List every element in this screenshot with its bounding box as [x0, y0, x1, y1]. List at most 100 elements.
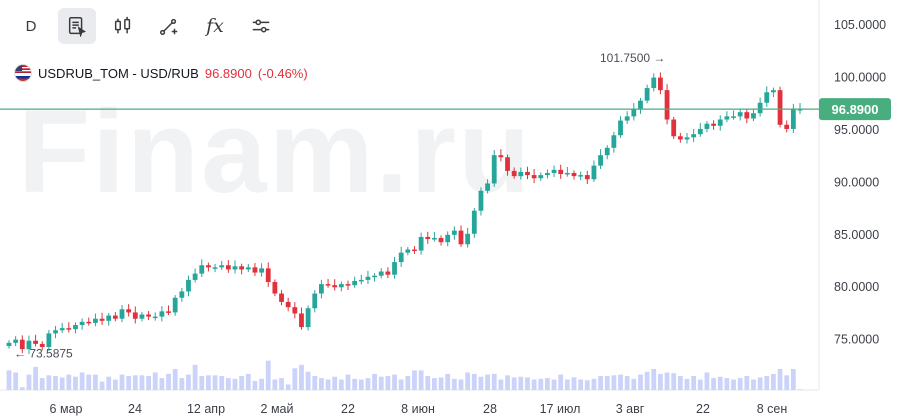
- candle-body: [737, 112, 743, 117]
- volume-bar: [219, 376, 225, 390]
- volume-bar: [731, 379, 736, 390]
- candle-body: [352, 280, 358, 286]
- candle-body: [79, 321, 85, 325]
- x-tick-label: 6 мар: [50, 402, 83, 416]
- candle-body: [259, 268, 264, 273]
- symbol-name: USDRUB_TOM - USD/RUB: [38, 65, 199, 81]
- price-change: (-0.46%): [257, 65, 308, 81]
- candle-body: [285, 301, 291, 308]
- volume-bar: [53, 376, 58, 390]
- volume-bar: [737, 378, 743, 390]
- volume-bar: [438, 377, 444, 390]
- candle-body: [711, 123, 716, 126]
- x-tick-label: 22: [341, 402, 355, 416]
- candle-body: [631, 109, 637, 117]
- drawing-button[interactable]: [150, 8, 188, 44]
- candle-body: [252, 267, 258, 273]
- candle-body: [365, 276, 371, 280]
- volume-bar: [392, 374, 397, 390]
- candle-body: [764, 92, 770, 103]
- notes-icon: [68, 17, 86, 37]
- volume-bar: [385, 376, 391, 390]
- candle-body: [332, 285, 338, 288]
- volume-bar: [325, 379, 331, 390]
- candle-body: [418, 236, 424, 251]
- volume-bar: [146, 376, 151, 390]
- volume-bar: [299, 364, 304, 390]
- interval-button[interactable]: D: [25, 17, 37, 35]
- volume-bar: [166, 373, 171, 390]
- y-tick-label: 100.0000: [834, 71, 886, 85]
- volume-bar: [797, 389, 803, 390]
- sliders-icon: [252, 19, 270, 33]
- y-tick-label: 85.0000: [834, 228, 879, 242]
- x-tick-label: 22: [696, 402, 710, 416]
- volume-bar: [704, 372, 710, 390]
- volume-bar: [73, 376, 78, 390]
- current-price-label: 96.8900: [832, 102, 879, 117]
- volume-bar: [132, 375, 138, 390]
- volume-bar: [618, 374, 623, 390]
- indicators-button[interactable]: fx: [196, 8, 234, 44]
- x-tick-label: 12 апр: [187, 402, 225, 416]
- volume-bar: [478, 376, 484, 390]
- candle-body: [677, 136, 683, 140]
- volume-bar: [159, 378, 165, 390]
- volume-bar: [112, 379, 118, 390]
- candle-body: [451, 230, 457, 235]
- volume-bar: [545, 378, 550, 390]
- candle-body: [751, 113, 756, 119]
- volume-bar: [764, 376, 770, 390]
- candle-body: [598, 155, 603, 166]
- volume-bar: [319, 378, 324, 390]
- us-ru-flag-icon: [14, 64, 32, 82]
- candle-body: [46, 333, 52, 348]
- volume-bar: [199, 376, 205, 390]
- line-tool-icon: [160, 18, 178, 35]
- volume-bar: [26, 374, 32, 390]
- volume-bar: [119, 374, 125, 390]
- volume-bar: [485, 374, 490, 390]
- notes-button[interactable]: [58, 8, 96, 44]
- candle-body: [219, 265, 225, 268]
- volume-bar: [405, 376, 411, 390]
- volume-bar: [638, 374, 643, 390]
- volume-bar: [777, 369, 783, 390]
- candle-body: [498, 155, 504, 158]
- settings-button[interactable]: [242, 8, 280, 44]
- volume-bar: [445, 373, 451, 390]
- candle-body: [59, 328, 65, 331]
- volume-bar: [265, 360, 271, 390]
- x-tick-label: 17 июл: [540, 402, 581, 416]
- candle-body: [338, 284, 344, 288]
- volume-bar: [671, 373, 677, 390]
- candle-body: [159, 311, 165, 317]
- candle-body: [465, 233, 471, 245]
- candle-body: [39, 343, 45, 348]
- candle-body: [531, 175, 537, 179]
- candle-body: [744, 112, 750, 119]
- candle-body: [299, 313, 304, 328]
- volume-bar: [418, 370, 424, 390]
- volume-bar: [13, 372, 19, 390]
- volume-bar: [99, 381, 105, 390]
- candles-button[interactable]: [104, 8, 142, 44]
- volume-bar: [239, 376, 245, 390]
- max-price-marker: 101.7500 →: [600, 51, 665, 65]
- volume-bar: [744, 376, 750, 390]
- volume-bar: [511, 377, 517, 390]
- volume-bar: [604, 376, 610, 390]
- candle-body: [478, 190, 484, 211]
- current-price-tag: [819, 98, 891, 121]
- candle-body: [425, 236, 431, 240]
- candle-body: [132, 312, 138, 319]
- volume-bar: [584, 380, 590, 390]
- candle-body: [186, 279, 191, 292]
- candle-body: [790, 109, 796, 129]
- candle-body: [538, 175, 544, 179]
- candle-body: [551, 169, 557, 173]
- volume-bar: [644, 371, 650, 390]
- candle-body: [239, 266, 245, 270]
